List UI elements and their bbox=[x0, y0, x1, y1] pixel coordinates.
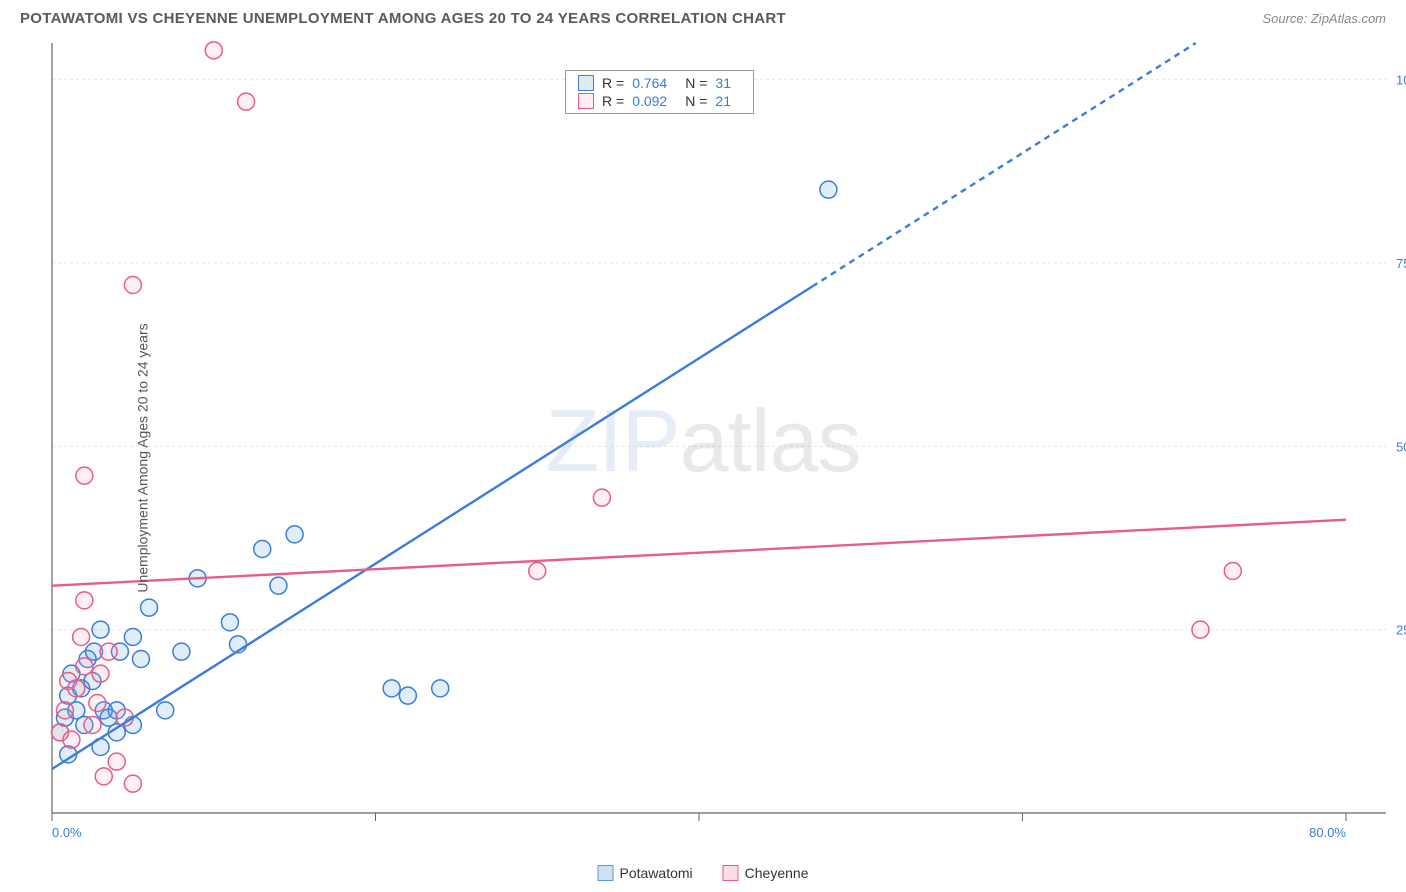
chart-legend: Potawatomi Cheyenne bbox=[598, 865, 809, 881]
data-point bbox=[76, 467, 93, 484]
stat-n-value: 31 bbox=[715, 75, 731, 91]
svg-text:75.0%: 75.0% bbox=[1396, 256, 1406, 271]
series-swatch bbox=[578, 93, 594, 109]
stat-r-value: 0.764 bbox=[632, 75, 667, 91]
svg-text:50.0%: 50.0% bbox=[1396, 439, 1406, 454]
legend-item: Cheyenne bbox=[723, 865, 809, 881]
stat-n-label: N = bbox=[685, 75, 707, 91]
data-point bbox=[1192, 621, 1209, 638]
svg-text:25.0%: 25.0% bbox=[1396, 623, 1406, 638]
chart-header: POTAWATOMI VS CHEYENNE UNEMPLOYMENT AMON… bbox=[0, 0, 1406, 33]
chart-area: Unemployment Among Ages 20 to 24 years 2… bbox=[0, 33, 1406, 883]
data-point bbox=[124, 277, 141, 294]
data-point bbox=[593, 489, 610, 506]
scatter-chart-svg: 25.0% 50.0% 75.0% 100.0% 0.0% 80.0% bbox=[0, 33, 1406, 863]
data-point bbox=[173, 643, 190, 660]
data-point bbox=[529, 563, 546, 580]
data-point bbox=[56, 702, 73, 719]
data-point bbox=[84, 717, 101, 734]
data-point bbox=[68, 680, 85, 697]
stats-row: R = 0.092 N = 21 bbox=[566, 92, 753, 110]
svg-text:100.0%: 100.0% bbox=[1396, 73, 1406, 88]
data-point bbox=[1224, 563, 1241, 580]
svg-text:0.0%: 0.0% bbox=[52, 825, 82, 840]
stat-n-value: 21 bbox=[715, 93, 731, 109]
legend-swatch bbox=[723, 865, 739, 881]
chart-source: Source: ZipAtlas.com bbox=[1262, 11, 1386, 26]
data-point bbox=[124, 775, 141, 792]
data-point bbox=[157, 702, 174, 719]
data-point bbox=[221, 614, 238, 631]
stat-n-label: N = bbox=[685, 93, 707, 109]
data-point bbox=[89, 695, 106, 712]
stats-row: R = 0.764 N = 31 bbox=[566, 74, 753, 92]
data-point bbox=[383, 680, 400, 697]
data-point bbox=[238, 93, 255, 110]
data-point bbox=[108, 753, 125, 770]
legend-label: Potawatomi bbox=[620, 865, 693, 881]
stat-r-label: R = bbox=[602, 75, 624, 91]
data-point bbox=[205, 42, 222, 59]
data-point bbox=[76, 592, 93, 609]
chart-title: POTAWATOMI VS CHEYENNE UNEMPLOYMENT AMON… bbox=[20, 10, 786, 27]
data-point bbox=[432, 680, 449, 697]
legend-swatch bbox=[598, 865, 614, 881]
data-point bbox=[76, 658, 93, 675]
svg-text:80.0%: 80.0% bbox=[1309, 825, 1346, 840]
data-point bbox=[820, 181, 837, 198]
data-point bbox=[124, 629, 141, 646]
data-point bbox=[141, 599, 158, 616]
trend-line bbox=[52, 286, 812, 769]
legend-item: Potawatomi bbox=[598, 865, 693, 881]
stat-r-value: 0.092 bbox=[632, 93, 667, 109]
data-point bbox=[132, 651, 149, 668]
legend-label: Cheyenne bbox=[745, 865, 809, 881]
data-point bbox=[286, 526, 303, 543]
data-point bbox=[100, 643, 117, 660]
data-point bbox=[95, 768, 112, 785]
data-point bbox=[399, 687, 416, 704]
y-axis-label: Unemployment Among Ages 20 to 24 years bbox=[135, 323, 151, 592]
stat-r-label: R = bbox=[602, 93, 624, 109]
data-point bbox=[63, 731, 80, 748]
data-point bbox=[92, 665, 109, 682]
correlation-stats-box: R = 0.764 N = 31 R = 0.092 N = 21 bbox=[565, 70, 754, 114]
data-point bbox=[270, 577, 287, 594]
data-point bbox=[254, 541, 271, 558]
series-swatch bbox=[578, 75, 594, 91]
data-point bbox=[92, 621, 109, 638]
trend-line bbox=[52, 520, 1346, 586]
data-point bbox=[73, 629, 90, 646]
